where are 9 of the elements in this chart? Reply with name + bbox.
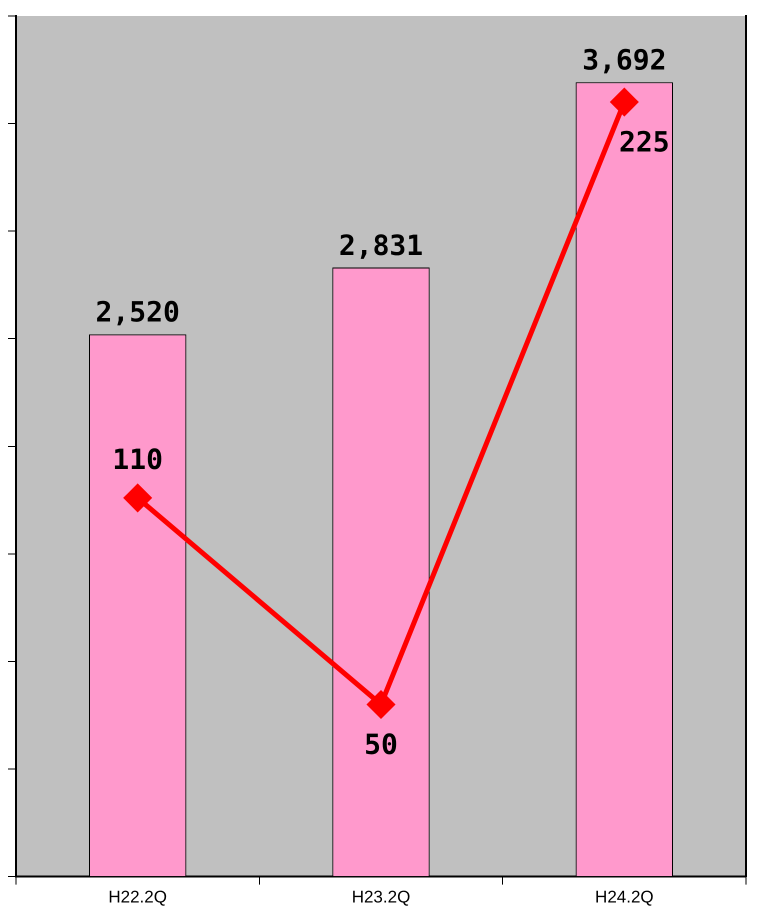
data-label: 225 xyxy=(619,125,670,158)
data-label: 3,692 xyxy=(582,44,666,77)
data-label: 50 xyxy=(364,728,398,761)
data-label: 2,831 xyxy=(338,228,424,262)
x-tick-label: H24.2Q xyxy=(595,887,654,906)
data-label: 2,520 xyxy=(96,296,180,329)
x-tick-label: H22.2Q xyxy=(108,887,167,906)
data-label: 110 xyxy=(112,443,163,476)
x-tick-label: H23.2Q xyxy=(352,887,410,906)
